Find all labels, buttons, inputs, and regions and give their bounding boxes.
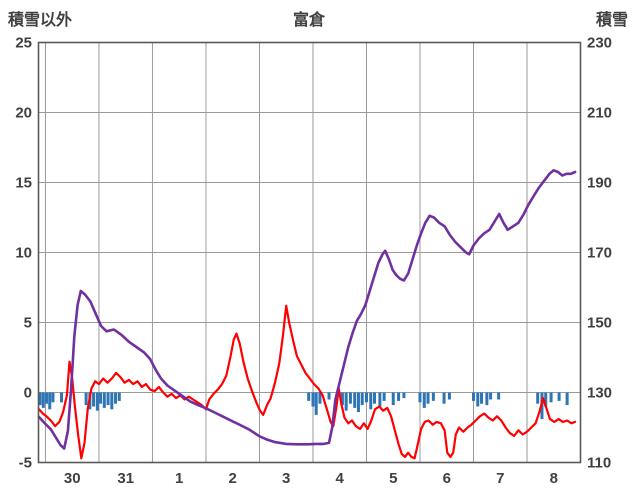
precip-bar — [480, 392, 484, 404]
precip-bar — [565, 392, 569, 406]
precip-bar — [378, 392, 382, 407]
left-axis-tick-label: 25 — [15, 35, 32, 52]
precip-bar — [418, 392, 422, 403]
precip-bar — [102, 392, 106, 408]
x-axis-tick-label: 8 — [550, 470, 558, 487]
precip-bar — [391, 392, 395, 406]
precip-bar — [114, 392, 118, 404]
precip-bar — [48, 392, 52, 410]
x-axis-tick-label: 6 — [443, 470, 451, 487]
precip-bar — [41, 392, 45, 408]
precip-bar — [485, 392, 489, 406]
precip-bar — [356, 392, 360, 413]
precip-bar — [117, 392, 121, 401]
right-axis-tick-label: 110 — [587, 455, 611, 472]
precip-bar — [373, 392, 377, 404]
precip-bar — [364, 392, 368, 403]
precip-bar — [382, 392, 386, 401]
precip-bar — [110, 392, 114, 410]
precip-bar — [353, 392, 357, 408]
left-axis-tick-label: 20 — [15, 105, 32, 122]
x-axis-tick-label: 2 — [229, 470, 237, 487]
precip-bar — [360, 392, 364, 406]
chart-title: 富倉 — [292, 12, 325, 29]
x-axis-tick-label: 4 — [336, 470, 345, 487]
precip-bar — [442, 392, 446, 404]
x-axis-tick-label: 7 — [496, 470, 504, 487]
precip-bar — [307, 392, 311, 401]
precip-bar — [314, 392, 318, 415]
precip-bar — [369, 392, 373, 410]
right-axis-title: 積雪 — [595, 12, 628, 29]
precip-bar — [348, 392, 352, 404]
precip-bar — [84, 392, 88, 406]
precip-bar — [476, 392, 480, 407]
precip-bar — [311, 392, 315, 407]
precip-bar — [471, 392, 475, 401]
precip-bar — [402, 392, 406, 399]
left-axis-tick-label: 5 — [24, 315, 32, 332]
precip-bar — [397, 392, 401, 401]
right-axis-tick-label: 230 — [587, 35, 612, 52]
right-axis-tick-label: 130 — [587, 385, 612, 402]
right-axis-tick-label: 150 — [587, 315, 612, 332]
precip-bar — [92, 392, 96, 407]
left-axis-tick-label: 0 — [24, 385, 32, 402]
precip-bar — [99, 392, 103, 404]
precip-bar — [340, 392, 344, 406]
x-axis-tick-label: 3 — [282, 470, 290, 487]
purple-line — [37, 169, 577, 450]
precip-bar — [544, 392, 548, 407]
precip-bar — [447, 392, 451, 400]
left-axis-tick-label: 15 — [15, 175, 32, 192]
right-axis-tick-label: 190 — [587, 175, 612, 192]
precip-bar — [106, 392, 110, 406]
precip-bar — [497, 392, 501, 400]
precip-bar — [95, 392, 99, 411]
red-line — [37, 304, 577, 460]
precip-bar — [549, 392, 553, 403]
right-axis-tick-label: 170 — [587, 245, 612, 262]
precip-bar — [60, 392, 64, 403]
x-axis-tick-label: 5 — [389, 470, 397, 487]
precip-bar — [431, 392, 435, 401]
x-axis-tick-label: 1 — [175, 470, 183, 487]
left-axis-tick-label: 10 — [15, 245, 32, 262]
precip-bar — [422, 392, 426, 408]
left-axis-title: 積雪以外 — [8, 12, 73, 29]
left-axis-tick-label: -5 — [19, 455, 32, 472]
precip-bar — [557, 392, 561, 401]
precip-bar — [344, 392, 348, 411]
precip-bar — [327, 392, 331, 400]
precip-bar — [426, 392, 430, 404]
precip-bar — [318, 392, 322, 404]
precip-bar — [38, 392, 42, 406]
x-axis-tick-label: 31 — [117, 470, 134, 487]
plot-border — [37, 41, 582, 464]
precip-bar — [536, 392, 540, 404]
precip-bar — [51, 392, 55, 403]
right-axis-tick-label: 210 — [587, 105, 612, 122]
precip-bar — [489, 392, 493, 400]
x-axis-tick-label: 30 — [64, 470, 81, 487]
precip-bar — [45, 392, 49, 404]
